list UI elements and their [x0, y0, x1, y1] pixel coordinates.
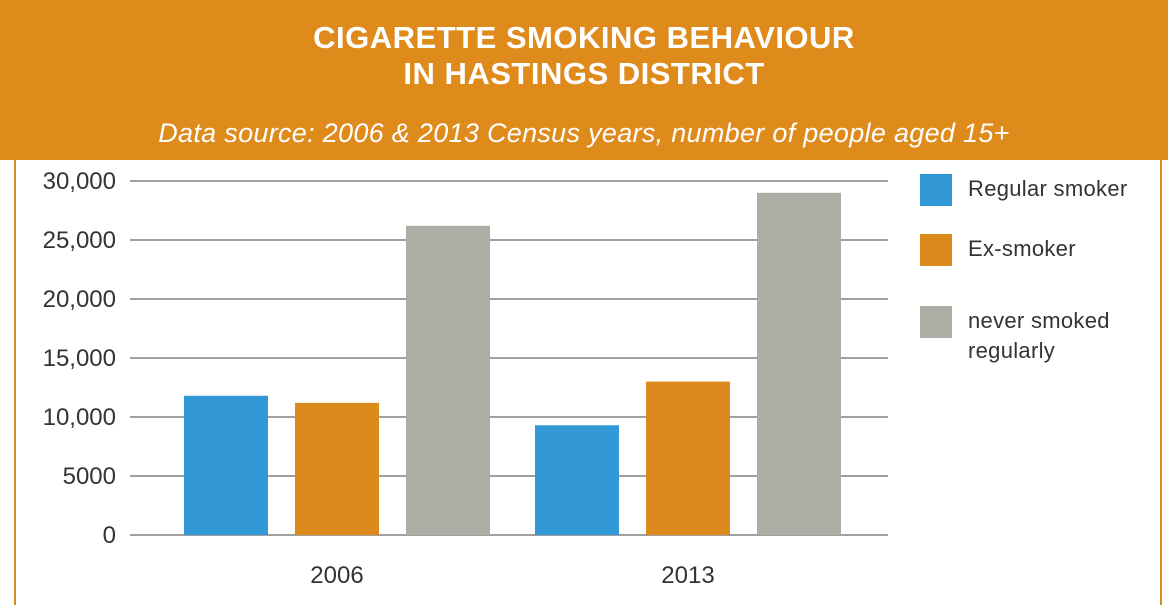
bar-2006-ex-smoker — [295, 402, 379, 535]
bar-2013-never-smoked-regularly — [757, 192, 841, 536]
y-tick-label: 15,000 — [43, 345, 116, 372]
chart-title: CIGARETTE SMOKING BEHAVIOUR IN HASTINGS … — [0, 20, 1168, 92]
legend-label-line: regularly — [968, 338, 1056, 363]
bars — [184, 192, 841, 536]
title-line-2: IN HASTINGS DISTRICT — [403, 56, 765, 91]
legend-label: Ex-smoker — [968, 234, 1143, 264]
x-tick-label: 2006 — [310, 562, 363, 589]
bar-2006-never-smoked-regularly — [406, 225, 490, 535]
title-line-1: CIGARETTE SMOKING BEHAVIOUR — [313, 20, 855, 55]
y-tick-label: 10,000 — [43, 404, 116, 431]
y-tick-label: 0 — [103, 522, 116, 549]
y-tick-label: 25,000 — [43, 227, 116, 254]
y-tick-label: 5000 — [63, 463, 116, 490]
header-banner: CIGARETTE SMOKING BEHAVIOUR IN HASTINGS … — [0, 0, 1168, 160]
bar-2006-regular-smoker — [184, 395, 268, 535]
x-axis-ticks: 2006 2013 — [310, 562, 714, 589]
legend-label-line: Ex-smoker — [968, 236, 1076, 261]
legend-label-line: Regular smoker — [968, 176, 1128, 201]
legend-label: Regular smoker — [968, 174, 1143, 204]
legend-swatch — [920, 306, 952, 338]
legend-item: Regular smoker — [920, 174, 1143, 206]
legend-swatch — [920, 174, 952, 206]
y-tick-label: 30,000 — [43, 168, 116, 195]
legend-item: Ex-smoker — [920, 234, 1143, 266]
chart-subtitle: Data source: 2006 & 2013 Census years, n… — [158, 118, 1010, 148]
legend-swatch — [920, 234, 952, 266]
bar-2013-regular-smoker — [535, 425, 619, 535]
legend-label-line: never smoked — [968, 308, 1110, 333]
legend-label: never smoked regularly — [968, 306, 1143, 366]
y-axis-ticks: 0 5000 10,000 15,000 20,000 25,000 30,000 — [43, 168, 116, 549]
y-tick-label: 20,000 — [43, 286, 116, 313]
bar-2013-ex-smoker — [646, 381, 730, 535]
x-tick-label: 2013 — [661, 562, 714, 589]
legend-item: never smoked regularly — [920, 306, 1143, 366]
